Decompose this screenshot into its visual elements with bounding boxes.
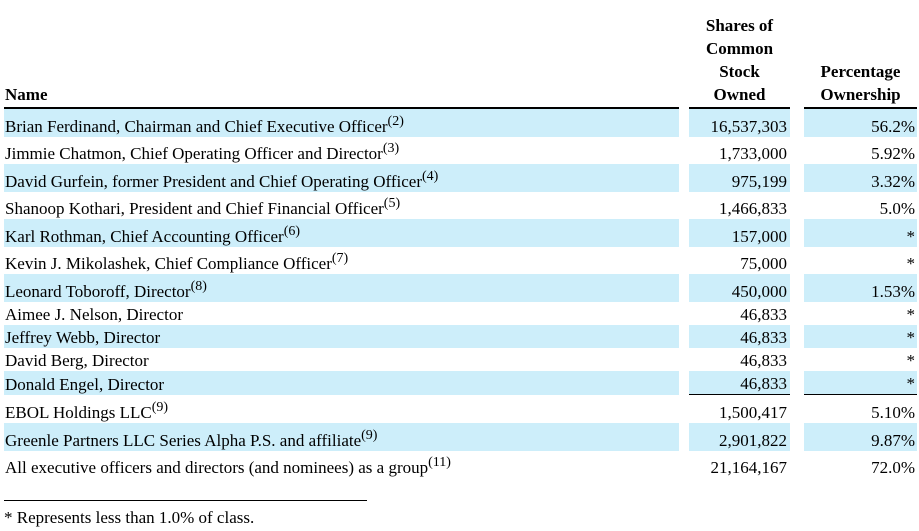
ownership-percentage: * [906,350,916,370]
shares-owned: 46,833 [740,350,787,370]
table-row: Aimee J. Nelson, Director 46,833 * [4,301,917,325]
holder-name: Jimmie Chatmon, Chief Operating Officer … [5,141,400,164]
holder-name: EBOL Holdings LLC(9) [5,400,169,423]
shares-owned: 1,733,000 [719,144,787,163]
holder-name: David Berg, Director [5,350,149,370]
holder-name: All executive officers and directors (an… [5,455,451,478]
holder-name: Brian Ferdinand, Chairman and Chief Exec… [4,109,679,137]
table-row: David Berg, Director 46,833 * [4,347,917,371]
table-row: David Gurfein, former President and Chie… [4,164,917,192]
shares-owned: 46,833 [689,370,790,395]
shares-owned: 2,901,822 [689,423,790,451]
shares-owned: 46,833 [740,304,787,324]
ownership-percentage: * [906,304,916,324]
ownership-percentage: 3.32% [804,164,917,192]
holder-name: Greenle Partners LLC Series Alpha P.S. a… [4,423,679,451]
ownership-percentage: 1.53% [804,274,917,302]
ownership-percentage: 5.10% [871,403,915,422]
shares-owned: 1,500,417 [719,403,787,422]
shares-owned: 16,537,303 [689,109,790,137]
shares-owned: 975,199 [689,164,790,192]
name-column-header: Name [4,14,679,109]
ownership-percentage: 5.0% [879,199,915,218]
table-row: Donald Engel, Director 46,833 * [4,370,917,395]
table-row: Leonard Toboroff, Director(8) 450,000 1.… [4,274,917,302]
table-row: Karl Rothman, Chief Accounting Officer(6… [4,219,917,247]
ownership-percentage: * [906,254,916,273]
table-row: Greenle Partners LLC Series Alpha P.S. a… [4,423,917,451]
table-row: EBOL Holdings LLC(9) 1,500,417 5.10% [4,394,917,423]
ownership-percentage: 56.2% [804,109,917,137]
shares-owned: 21,164,167 [710,458,788,477]
table-row: Brian Ferdinand, Chairman and Chief Exec… [4,109,917,137]
shares-column-header: Shares of Common Stock Owned [689,14,790,109]
shares-owned: 1,466,833 [719,199,787,218]
shares-owned: 46,833 [689,324,790,348]
table-row: Kevin J. Mikolashek, Chief Compliance Of… [4,246,917,274]
table-row: Jeffrey Webb, Director 46,833 * [4,324,917,348]
holder-name: Kevin J. Mikolashek, Chief Compliance Of… [5,251,349,274]
table-row: Shanoop Kothari, President and Chief Fin… [4,191,917,219]
footnote: * Represents less than 1.0% of class. [4,508,255,527]
holder-name: Shanoop Kothari, President and Chief Fin… [5,196,401,219]
holder-name: Donald Engel, Director [4,370,679,395]
table-row: Jimmie Chatmon, Chief Operating Officer … [4,136,917,164]
ownership-percentage: * [804,324,917,348]
ownership-table-container: Name Shares of Common Stock Owned Percen… [4,14,917,478]
footnote-divider [4,500,367,501]
shares-owned: 450,000 [689,274,790,302]
beneficial-ownership-table: Name Shares of Common Stock Owned Percen… [4,14,917,478]
holder-name: Leonard Toboroff, Director(8) [4,274,679,302]
ownership-percentage: * [804,370,917,395]
shares-owned: 75,000 [740,254,787,273]
ownership-percentage: 72.0% [871,458,915,477]
ownership-percentage: * [804,219,917,247]
shares-owned: 157,000 [689,219,790,247]
ownership-percentage: 5.92% [871,144,915,163]
table-header-row: Name Shares of Common Stock Owned Percen… [4,14,917,109]
percentage-column-header: Percentage Ownership [804,14,917,109]
ownership-percentage: 9.87% [804,423,917,451]
holder-name: Jeffrey Webb, Director [4,324,679,348]
holder-name: Karl Rothman, Chief Accounting Officer(6… [4,219,679,247]
holder-name: David Gurfein, former President and Chie… [4,164,679,192]
table-row: All executive officers and directors (an… [4,450,917,478]
holder-name: Aimee J. Nelson, Director [5,304,183,324]
